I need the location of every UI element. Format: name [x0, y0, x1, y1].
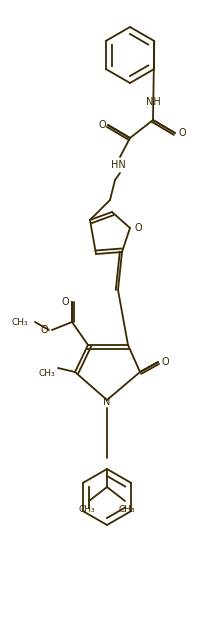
Text: O: O	[134, 223, 141, 233]
Text: CH₃: CH₃	[11, 317, 28, 326]
Text: O: O	[98, 120, 105, 130]
Text: CH₃: CH₃	[78, 504, 95, 513]
Text: CH₃: CH₃	[118, 504, 135, 513]
Text: CH₃: CH₃	[38, 369, 55, 378]
Text: O: O	[61, 297, 68, 307]
Text: O: O	[177, 128, 185, 138]
Text: HN: HN	[110, 160, 125, 170]
Text: N: N	[103, 397, 110, 407]
Text: O: O	[160, 357, 168, 367]
Text: O: O	[40, 325, 48, 335]
Text: NH: NH	[145, 97, 160, 107]
